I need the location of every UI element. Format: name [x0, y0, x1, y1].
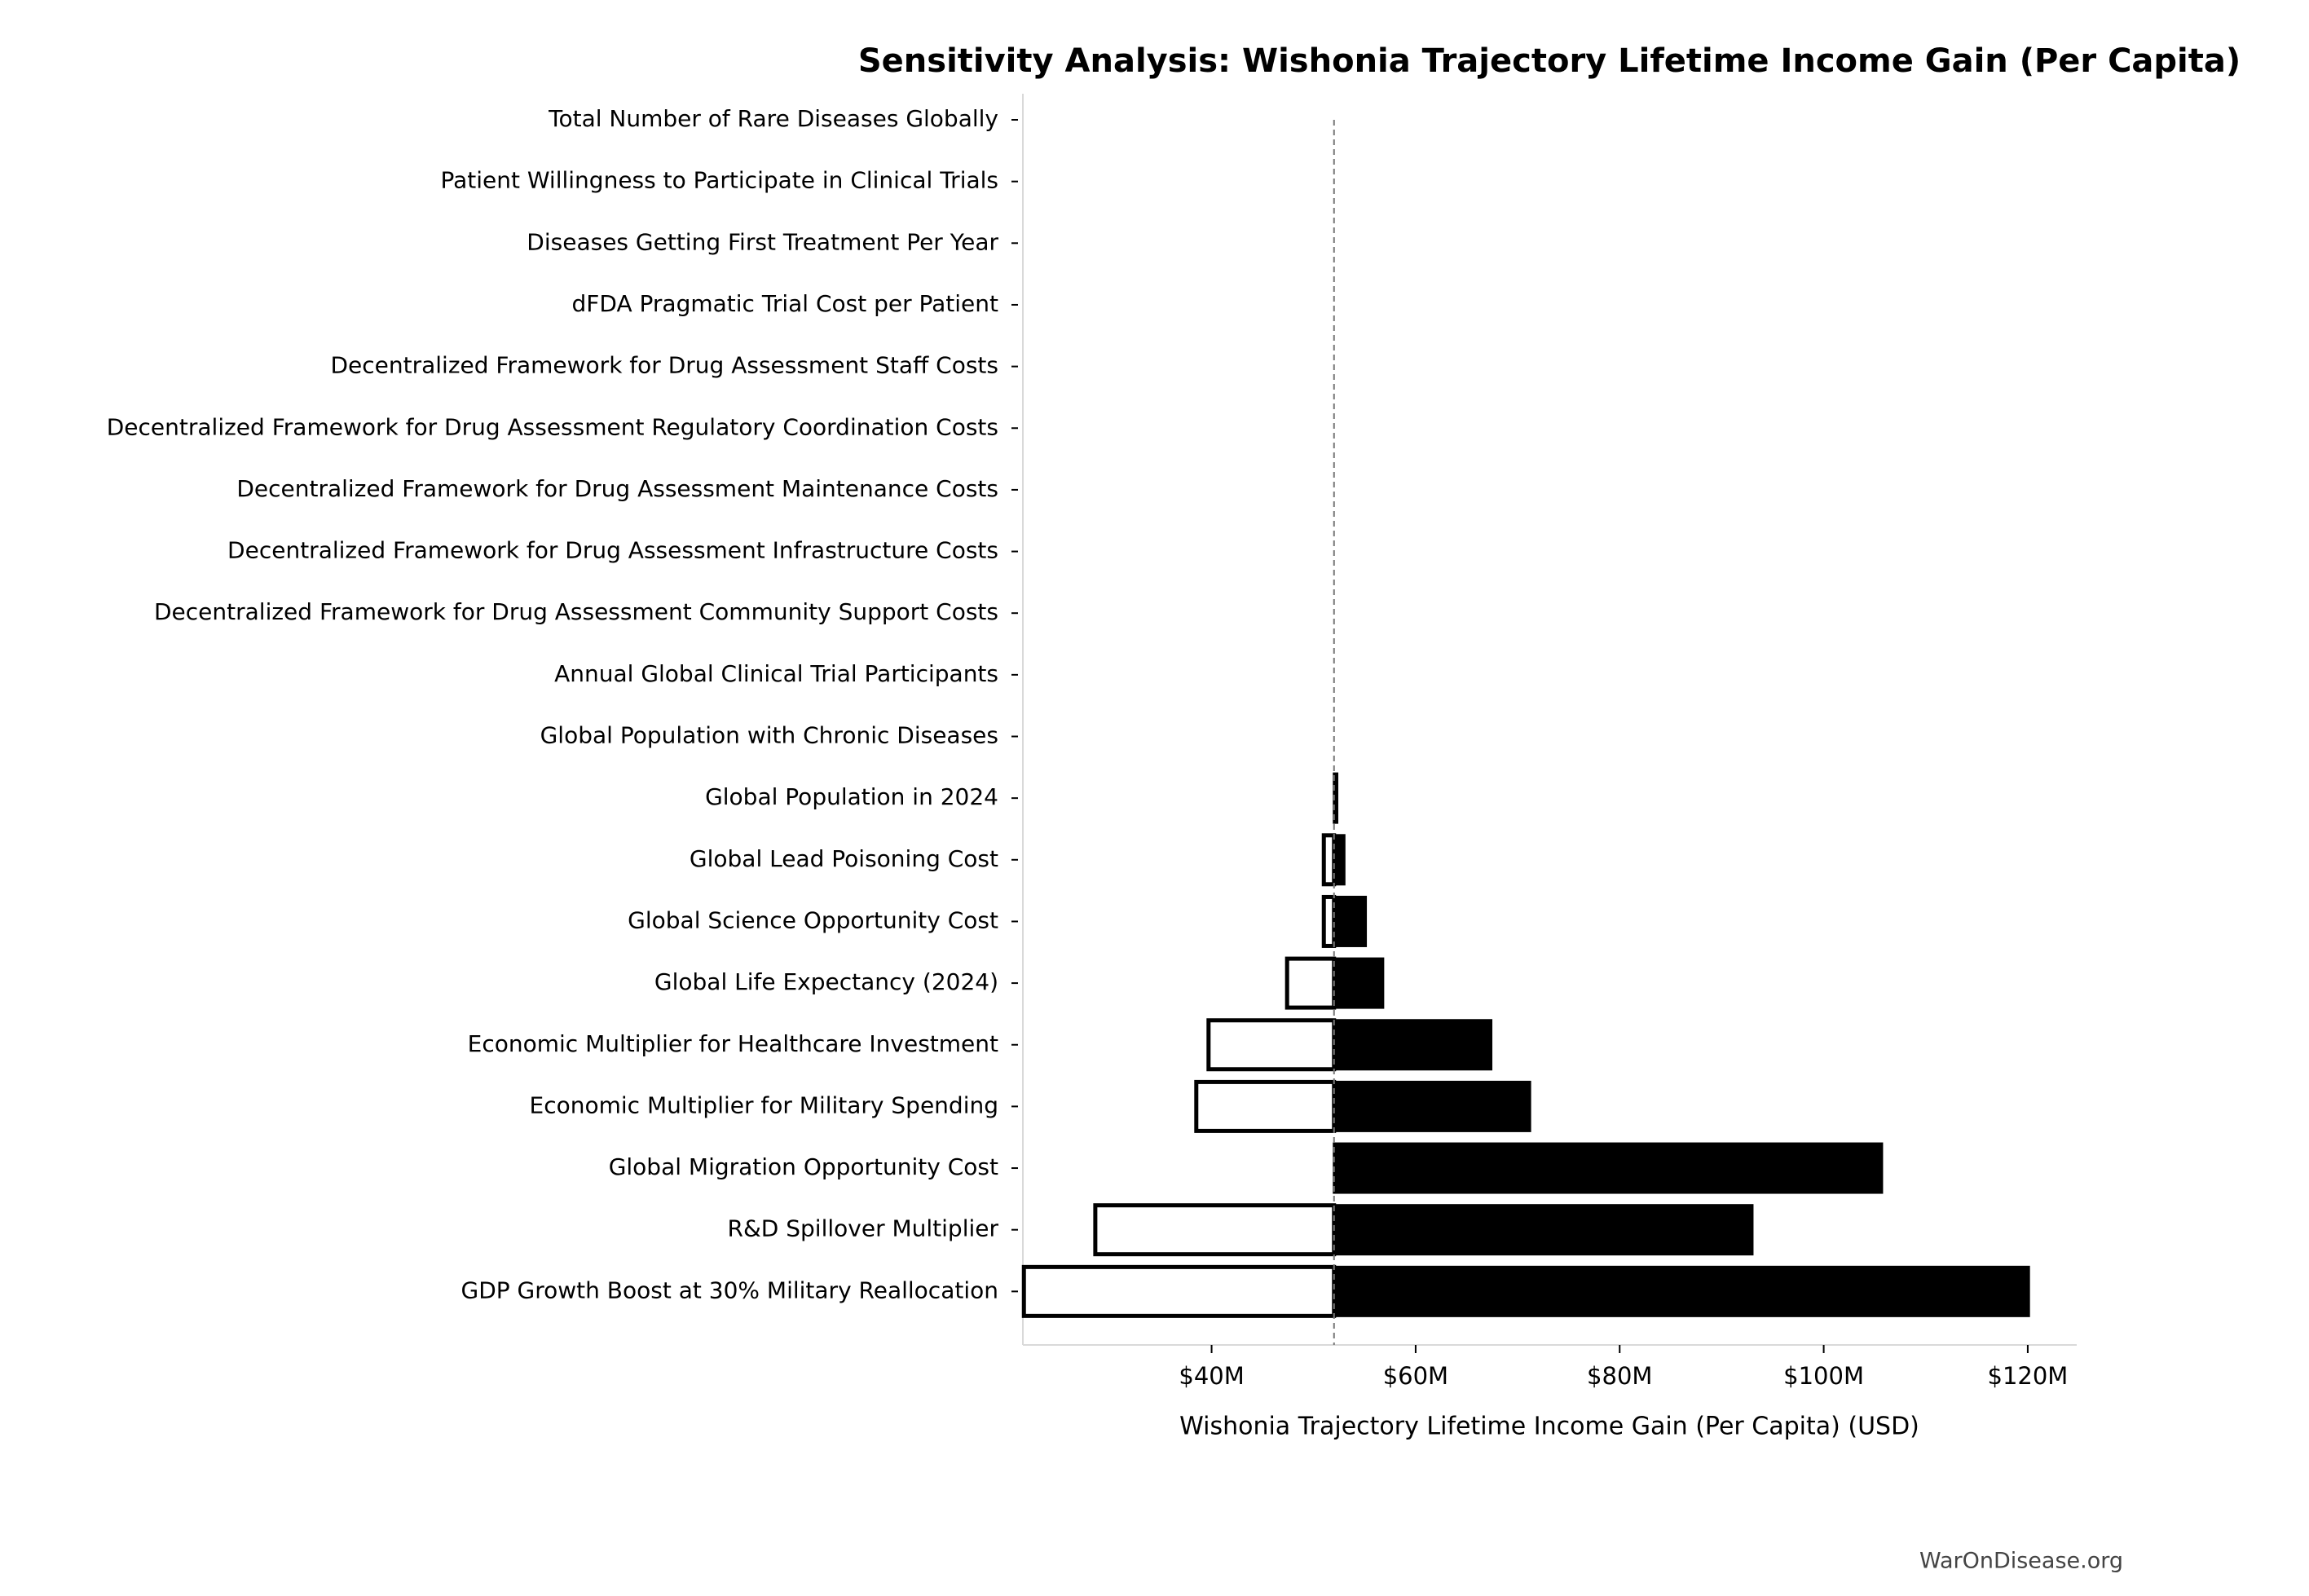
- x-tick-label: $80M: [1587, 1362, 1652, 1390]
- y-tick-label: dFDA Pragmatic Trial Cost per Patient: [572, 290, 999, 317]
- y-tick-label: Global Science Opportunity Cost: [628, 906, 998, 933]
- high-bar: [1333, 1142, 1884, 1194]
- low-bar: [1206, 1018, 1337, 1072]
- y-tick-label: Decentralized Framework for Drug Assessm…: [330, 352, 998, 379]
- y-tick-label: Economic Multiplier for Healthcare Inves…: [468, 1030, 998, 1057]
- high-bar: [1333, 834, 1346, 886]
- y-tick-label: R&D Spillover Multiplier: [728, 1215, 999, 1242]
- y-tick-label: Patient Willingness to Participate in Cl…: [440, 167, 998, 194]
- chart-title: Sensitivity Analysis: Wishonia Trajector…: [858, 42, 2241, 80]
- low-bar: [1321, 894, 1337, 948]
- high-bar: [1333, 895, 1368, 947]
- y-tick-label: Decentralized Framework for Drug Assessm…: [227, 537, 998, 564]
- y-tick-label: Diseases Getting First Treatment Per Yea…: [527, 228, 998, 255]
- y-tick-label: Global Life Expectancy (2024): [654, 968, 998, 995]
- high-bar: [1333, 957, 1385, 1009]
- y-tick-label: GDP Growth Boost at 30% Military Realloc…: [461, 1276, 998, 1303]
- x-tick-label: $40M: [1179, 1362, 1244, 1390]
- y-tick-label: Economic Multiplier for Military Spendin…: [530, 1091, 998, 1118]
- y-tick-label: Global Population with Chronic Diseases: [540, 722, 998, 749]
- x-tick-label: $100M: [1783, 1362, 1864, 1390]
- watermark: WarOnDisease.org: [1919, 1549, 2123, 1574]
- x-tick-label: $120M: [1988, 1362, 2069, 1390]
- high-bar: [1333, 1080, 1531, 1132]
- low-bar: [1194, 1079, 1337, 1133]
- y-tick-label: Decentralized Framework for Drug Assessm…: [154, 598, 998, 625]
- low-bar: [1093, 1203, 1337, 1257]
- x-tick-label: $60M: [1383, 1362, 1448, 1390]
- x-axis-label: Wishonia Trajectory Lifetime Income Gain…: [1179, 1413, 1919, 1441]
- y-tick-label: Global Migration Opportunity Cost: [609, 1153, 998, 1180]
- y-tick-label: Decentralized Framework for Drug Assessm…: [236, 475, 998, 502]
- y-tick-label: Global Lead Poisoning Cost: [690, 845, 998, 872]
- low-bar: [1284, 956, 1337, 1010]
- high-bar: [1333, 1265, 2030, 1317]
- low-bar: [1021, 1264, 1337, 1318]
- y-tick-label: Global Population in 2024: [705, 783, 998, 810]
- y-tick-label: Annual Global Clinical Trial Participant…: [554, 660, 998, 687]
- high-bar: [1333, 1019, 1493, 1071]
- high-bar: [1333, 1204, 1754, 1256]
- y-tick-label: Total Number of Rare Diseases Globally: [548, 105, 998, 132]
- low-bar: [1321, 833, 1337, 887]
- y-tick-label: Decentralized Framework for Drug Assessm…: [107, 413, 998, 440]
